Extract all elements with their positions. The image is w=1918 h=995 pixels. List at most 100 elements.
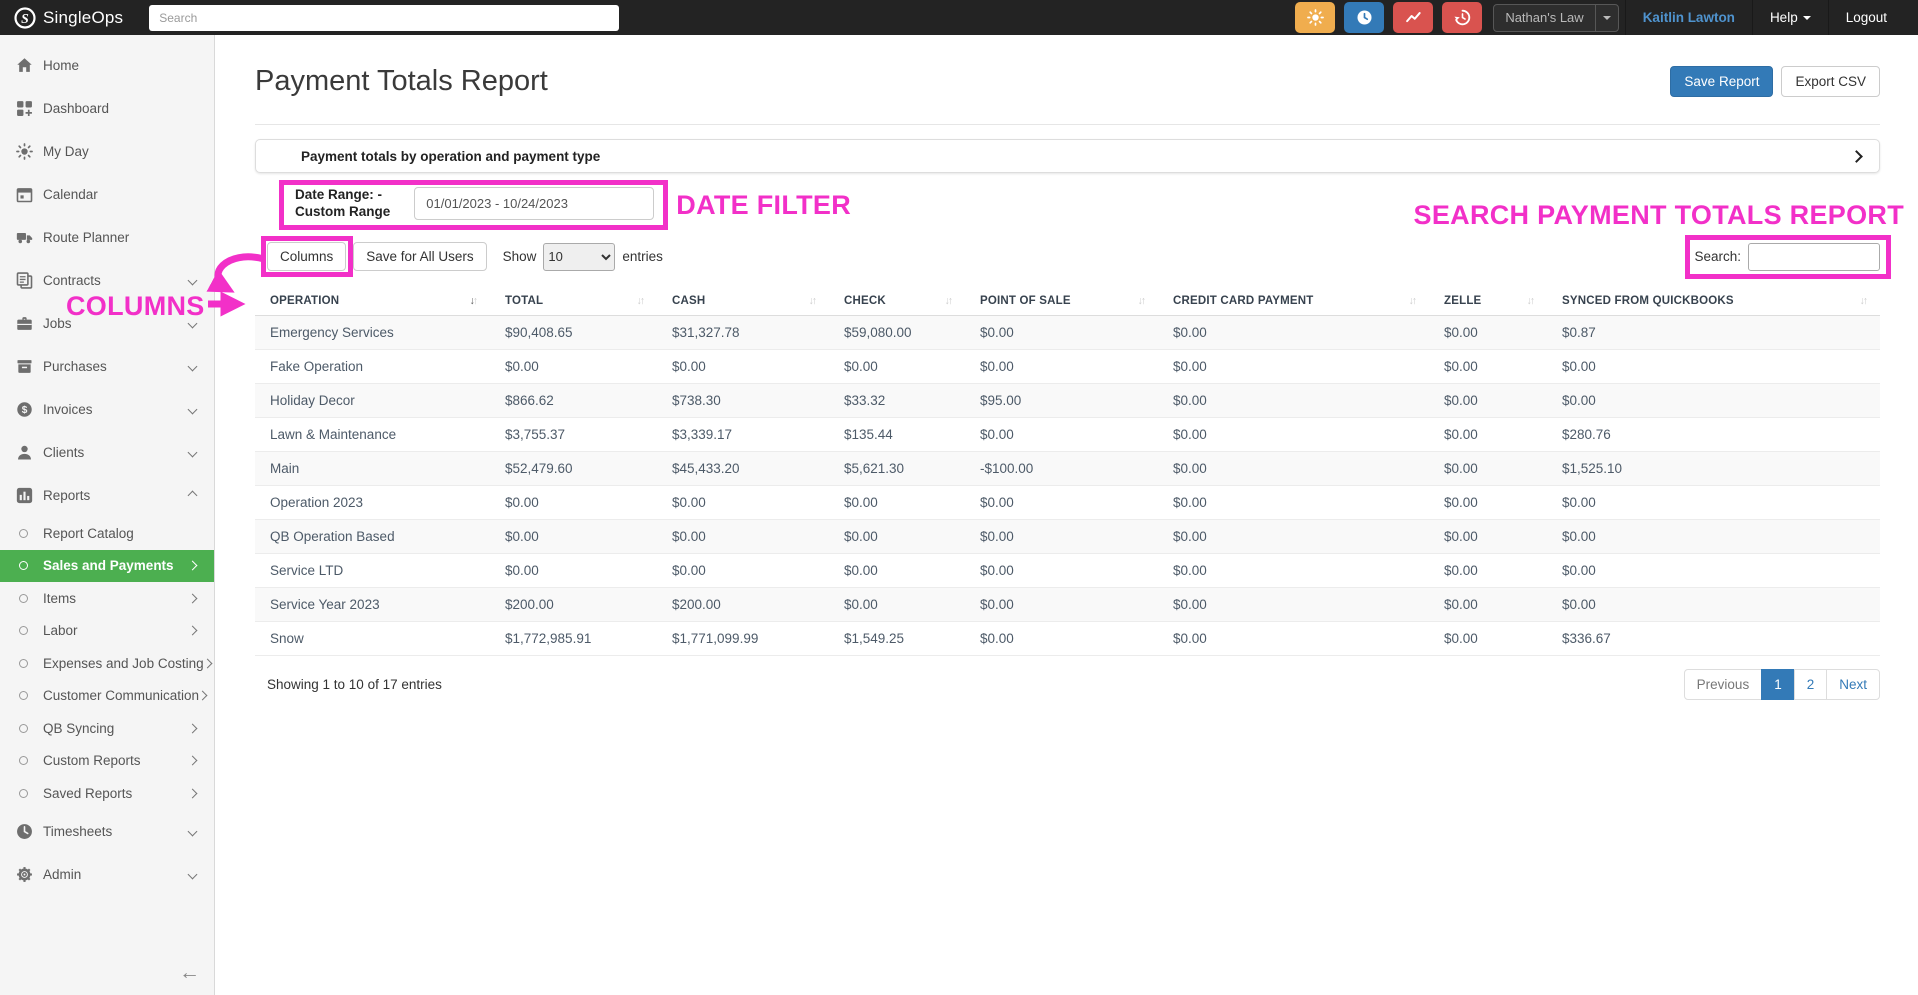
calendar-icon-wrap [14, 186, 34, 203]
chevron-down-icon [187, 869, 198, 879]
table-cell: Service LTD [255, 553, 490, 589]
sidebar-item-jobs[interactable]: Jobs [0, 302, 214, 345]
table-cell: $0.00 [1158, 349, 1429, 385]
save-report-button[interactable]: Save Report [1670, 65, 1774, 98]
table-cell: $0.00 [1429, 383, 1547, 419]
column-header-operation[interactable]: Operation ↓↑ [255, 287, 490, 317]
trend-line-button[interactable] [1393, 2, 1434, 33]
sidebar-subitem-customer-communication[interactable]: Customer Communication [0, 680, 214, 713]
pagination-page-2[interactable]: 2 [1793, 669, 1828, 701]
sun-button[interactable] [1295, 2, 1336, 33]
sort-icon[interactable]: ↓↑ [808, 295, 818, 308]
sort-icon[interactable]: ↓↑ [944, 295, 954, 308]
sidebar-item-admin[interactable]: Admin [0, 853, 214, 896]
date-range-input[interactable] [414, 187, 655, 221]
bullet-circle-icon [19, 691, 28, 701]
entries-summary: Showing 1 to 10 of 17 entries [267, 677, 442, 693]
column-header-synced-from-quickbooks[interactable]: Synced from QuickBooks ↓↑ [1547, 287, 1880, 317]
singleops-logo[interactable]: S SingleOps [14, 6, 123, 29]
table-cell: $0.00 [1429, 485, 1547, 521]
pagination-page-1[interactable]: 1 [1761, 669, 1795, 701]
sort-icon[interactable]: ↓↑ [1408, 295, 1418, 308]
sidebar-subitem-expenses-and-job-costing[interactable]: Expenses and Job Costing [0, 647, 214, 680]
sort-icon[interactable]: ↓↑ [469, 295, 479, 308]
sidebar-item-invoices[interactable]: $ Invoices [0, 388, 214, 431]
sidebar-item-route-planner[interactable]: Route Planner [0, 216, 214, 259]
pagination-previous[interactable]: Previous [1683, 669, 1763, 701]
sidebar-subitem-custom-reports[interactable]: Custom Reports [0, 745, 214, 778]
table-row[interactable]: Holiday Decor $866.62 $738.30 $33.32 $95.00 $… [255, 383, 1880, 419]
table-row[interactable]: Fake Operation $0.00 $0.00 $0.00 $0.00 $0.00 $… [255, 349, 1880, 385]
table-row[interactable]: Main $52,479.60 $45,433.20 $5,621.30 -$100.0… [255, 451, 1880, 487]
columns-button[interactable]: Columns [267, 241, 347, 272]
sort-icon[interactable]: ↓↑ [1859, 295, 1869, 308]
table-search-input[interactable] [1748, 242, 1880, 271]
caret-down-icon[interactable] [1594, 4, 1618, 31]
sidebar-subitem-saved-reports[interactable]: Saved Reports [0, 777, 214, 810]
table-cell: $0.00 [829, 553, 965, 589]
table-row[interactable]: Operation 2023 $0.00 $0.00 $0.00 $0.00 $0.00 $… [255, 485, 1880, 521]
clock-button[interactable] [1344, 2, 1385, 33]
pagination-next[interactable]: Next [1826, 669, 1880, 701]
column-header-credit-card-payment[interactable]: Credit Card Payment ↓↑ [1158, 287, 1429, 317]
export-csv-button[interactable]: Export CSV [1781, 65, 1880, 98]
sidebar-subitem-label: Report Catalog [43, 525, 134, 541]
column-header-cash[interactable]: Cash ↓↑ [657, 287, 829, 317]
table-row[interactable]: Service LTD $0.00 $0.00 $0.00 $0.00 $0.00 $0.0… [255, 553, 1880, 589]
sidebar-item-purchases[interactable]: Purchases [0, 345, 214, 388]
table-cell: $0.00 [1158, 485, 1429, 521]
pagination: Previous 1 2 Next [1683, 669, 1880, 701]
sidebar-collapse-arrow-icon[interactable]: ← [179, 961, 200, 984]
sidebar-subitem-report-catalog[interactable]: Report Catalog [0, 517, 214, 550]
chevron-right-icon[interactable] [1850, 149, 1863, 163]
history-button[interactable] [1442, 2, 1483, 33]
report-section-header[interactable]: Payment totals by operation and payment … [255, 139, 1880, 173]
sidebar-item-label: Clients [43, 445, 85, 460]
table-cell: Fake Operation [255, 349, 490, 385]
sidebar-subitem-items[interactable]: Items [0, 582, 214, 615]
sort-icon[interactable]: ↓↑ [636, 295, 646, 308]
sidebar-item-my-day[interactable]: My Day [0, 130, 214, 173]
sidebar-reports-subnav: Report Catalog Sales and Payments Items … [0, 517, 214, 810]
table-row[interactable]: Emergency Services $90,408.65 $31,327.78 $5… [255, 315, 1880, 351]
table-cell: $280.76 [1547, 417, 1880, 453]
sort-icon[interactable]: ↓↑ [1137, 295, 1147, 308]
table-row[interactable]: Service Year 2023 $200.00 $200.00 $0.00 $0.0… [255, 587, 1880, 623]
help-menu[interactable]: Help [1751, 0, 1828, 35]
sort-icon[interactable]: ↓↑ [1526, 295, 1536, 308]
table-cell: $95.00 [965, 383, 1158, 419]
sidebar-item-timesheets[interactable]: Timesheets [0, 810, 214, 853]
table-cell: $45,433.20 [657, 451, 829, 487]
column-header-point-of-sale[interactable]: Point of Sale ↓↑ [965, 287, 1158, 317]
account-selector[interactable]: Nathan's Law [1493, 3, 1619, 32]
chart-icon [16, 487, 32, 504]
sidebar-item-dashboard[interactable]: Dashboard [0, 87, 214, 130]
page-size-select[interactable]: 10 [543, 242, 616, 271]
table-row[interactable]: Snow $1,772,985.91 $1,771,099.99 $1,549.25 $… [255, 621, 1880, 657]
table-cell: $0.00 [829, 485, 965, 521]
sidebar-item-contracts[interactable]: Contracts [0, 259, 214, 302]
table-row[interactable]: QB Operation Based $0.00 $0.00 $0.00 $0.00 $0… [255, 519, 1880, 555]
table-row[interactable]: Lawn & Maintenance $3,755.37 $3,339.17 $135… [255, 417, 1880, 453]
column-header-check[interactable]: Check ↓↑ [829, 287, 965, 317]
sidebar-item-clients[interactable]: Clients [0, 431, 214, 474]
sidebar-item-reports[interactable]: Reports [0, 474, 214, 517]
user-menu[interactable]: Kaitlin Lawton [1624, 0, 1752, 35]
date-filter-row: Date Range: - Custom Range DATE FILTER [279, 180, 851, 230]
global-search-input[interactable] [149, 4, 620, 31]
table-cell: $0.00 [829, 587, 965, 623]
box-icon [16, 360, 32, 373]
table-cell: $0.87 [1547, 315, 1880, 351]
sidebar-subitem-labor[interactable]: Labor [0, 615, 214, 648]
logout-button[interactable]: Logout [1827, 0, 1904, 35]
save-for-all-users-button[interactable]: Save for All Users [353, 241, 487, 272]
sidebar-subitem-qb-syncing[interactable]: QB Syncing [0, 712, 214, 745]
sidebar-subitem-sales-and-payments[interactable]: Sales and Payments [0, 549, 214, 582]
table-cell: $31,327.78 [657, 315, 829, 351]
column-header-zelle[interactable]: Zelle ↓↑ [1429, 287, 1547, 317]
bullet-circle-icon [19, 788, 28, 798]
column-header-total[interactable]: Total ↓↑ [490, 287, 657, 317]
sidebar-item-home[interactable]: Home [0, 44, 214, 87]
box-icon-wrap [14, 358, 34, 375]
sidebar-item-calendar[interactable]: Calendar [0, 173, 214, 216]
